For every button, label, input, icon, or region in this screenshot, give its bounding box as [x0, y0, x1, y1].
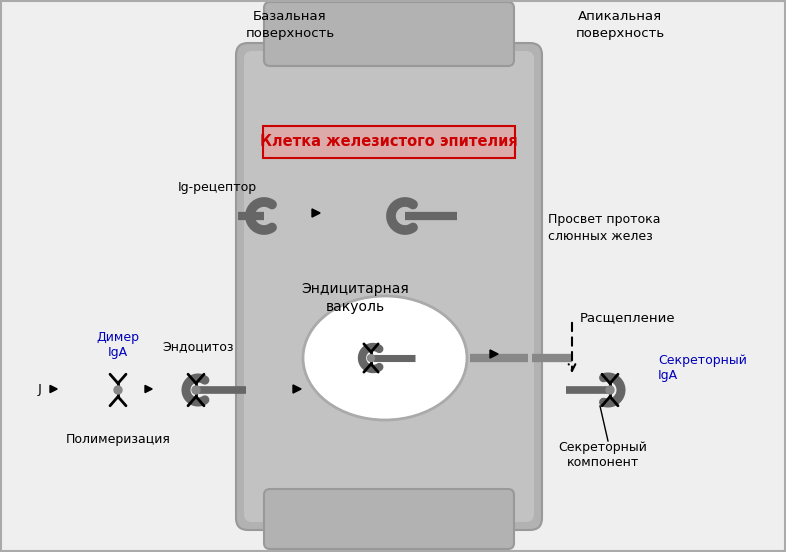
Circle shape [606, 386, 614, 394]
Text: J: J [38, 383, 42, 395]
Text: Эндицитарная
вакуоль: Эндицитарная вакуоль [301, 283, 409, 314]
Text: Базальная
поверхность: Базальная поверхность [245, 10, 335, 40]
FancyBboxPatch shape [264, 489, 514, 549]
FancyBboxPatch shape [244, 51, 534, 522]
FancyBboxPatch shape [263, 126, 515, 158]
Polygon shape [312, 209, 320, 217]
Circle shape [368, 354, 374, 362]
Circle shape [114, 386, 122, 394]
Text: Расщепление: Расщепление [580, 311, 676, 325]
Text: Секреторный
IgA: Секреторный IgA [658, 354, 747, 382]
Polygon shape [293, 385, 301, 393]
Text: Полимеризация: Полимеризация [65, 433, 171, 447]
Circle shape [192, 386, 200, 394]
FancyBboxPatch shape [236, 43, 542, 530]
Polygon shape [50, 385, 57, 392]
Text: Секреторный
компонент: Секреторный компонент [559, 441, 648, 469]
Text: Апикальная
поверхность: Апикальная поверхность [575, 10, 664, 40]
Text: Просвет протока
слюнных желез: Просвет протока слюнных желез [548, 214, 660, 242]
Text: Ig-рецептор: Ig-рецептор [178, 182, 257, 194]
Text: Димер
IgA: Димер IgA [97, 331, 139, 359]
Polygon shape [145, 385, 152, 392]
Text: Эндоцитоз: Эндоцитоз [162, 341, 233, 353]
Text: Клетка железистого эпителия: Клетка железистого эпителия [260, 135, 518, 150]
Polygon shape [490, 350, 498, 358]
FancyBboxPatch shape [264, 2, 514, 66]
Ellipse shape [303, 296, 467, 420]
